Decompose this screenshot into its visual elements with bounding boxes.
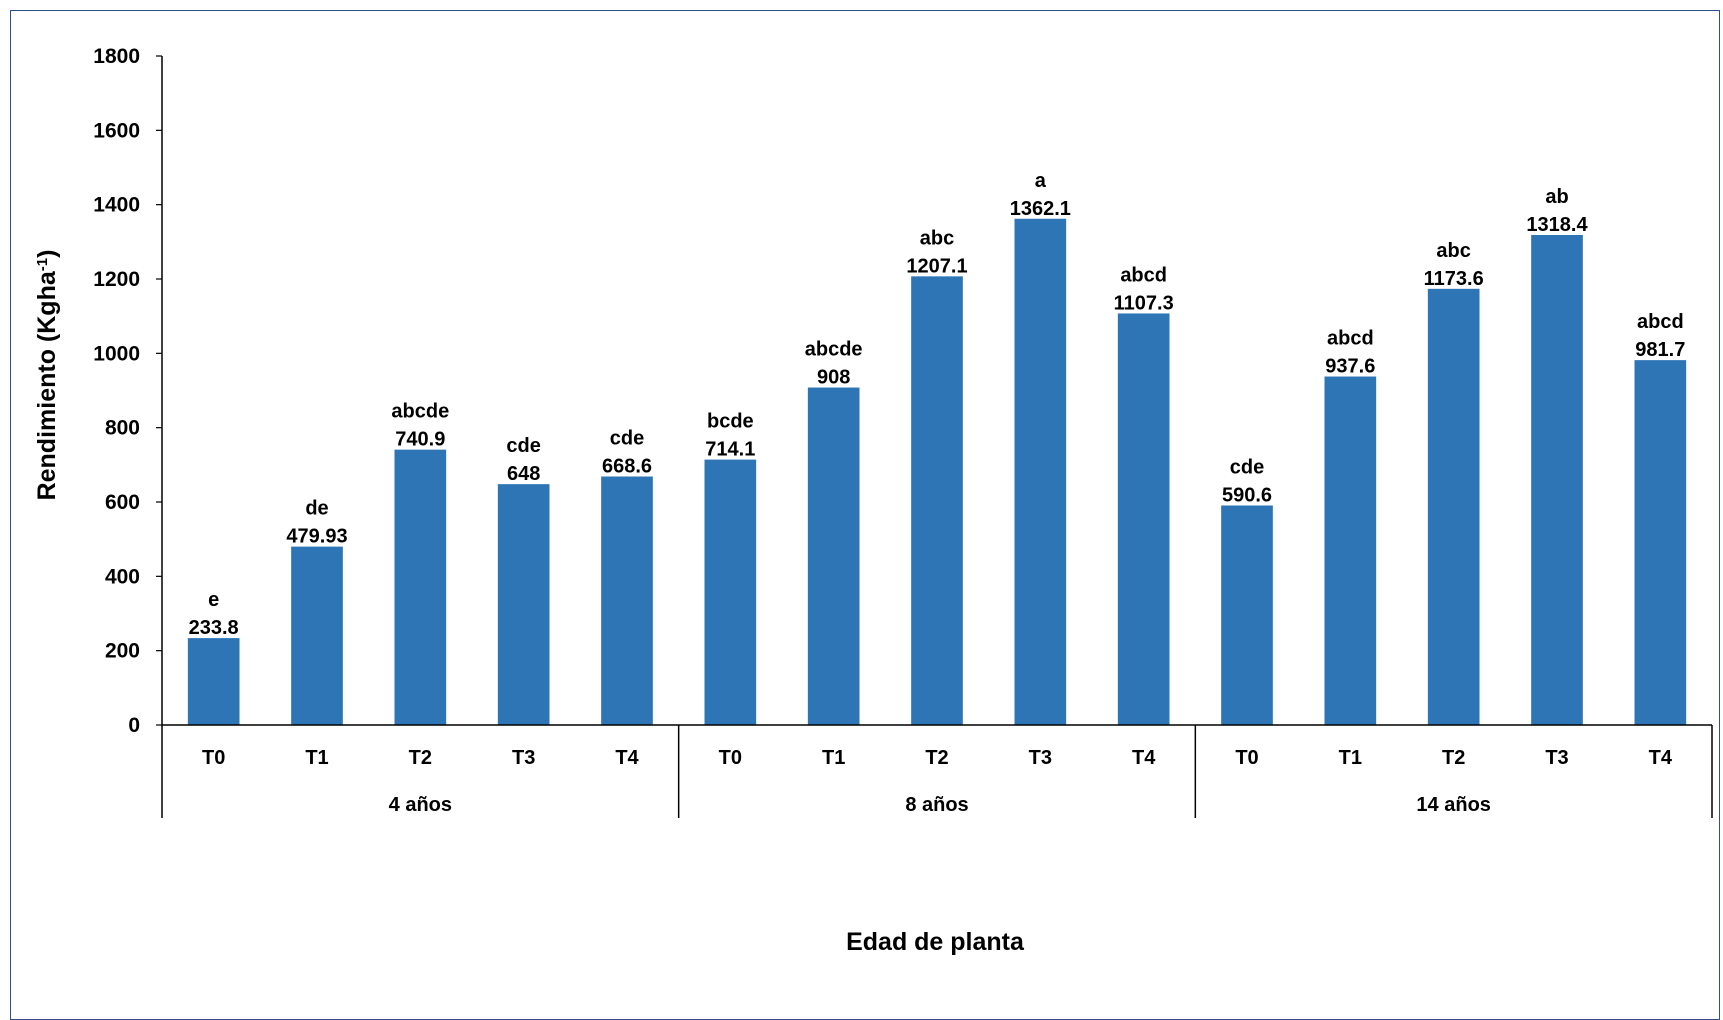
bar [704, 459, 757, 725]
x-tick-label: T3 [512, 747, 535, 769]
x-tick-label: T1 [1339, 747, 1362, 769]
y-axis-title-close: ) [33, 250, 61, 258]
y-tick-label: 200 [105, 640, 140, 663]
y-tick-label: 400 [105, 565, 140, 588]
x-tick-label: T2 [409, 747, 432, 769]
x-tick-label: T0 [1235, 747, 1258, 769]
bar-value-label: 714.1 [705, 439, 755, 461]
x-tick-label: T0 [202, 747, 225, 769]
bar-value-label: 233.8 [189, 617, 239, 639]
y-tick-label: 1200 [93, 268, 140, 291]
bar [911, 276, 963, 725]
bar-value-label: 668.6 [602, 456, 652, 478]
bar-significance-letters: bcde [707, 411, 754, 433]
bar-value-label: 648 [507, 463, 540, 485]
x-axis: T0 T1 T2 T3 T4 4 años T0 T1 T2 T3 T4 8 años T0 T1 T2 T3… [161, 724, 1713, 818]
y-tick-label: 800 [105, 417, 140, 440]
bar [1427, 288, 1480, 725]
y-tick-label: 1400 [93, 194, 140, 217]
y-tick-label: 0 [128, 714, 140, 737]
bar-value-label: 937.6 [1325, 356, 1375, 378]
group-label: 8 años [905, 794, 968, 816]
bar-value-label: 1173.6 [1424, 268, 1484, 290]
bar [1634, 360, 1687, 725]
bar-value-label: 1362.1 [1010, 198, 1071, 220]
bar-significance-letters: a [1035, 170, 1047, 192]
bar-value-label: 590.6 [1222, 484, 1272, 506]
bar [1324, 376, 1377, 725]
x-tick-label: T0 [719, 747, 742, 769]
bar-value-label: 479.93 [286, 526, 347, 548]
y-axis-title-superscript: -1 [34, 258, 51, 271]
bar-significance-letters: cde [610, 428, 644, 450]
x-tick-label: T1 [305, 747, 328, 769]
bar [497, 484, 550, 725]
y-axis: 0 200 400 600 800 1000 1200 1400 1600 1800 [93, 45, 163, 737]
bar [1014, 218, 1067, 725]
x-tick-label: T4 [1132, 747, 1156, 769]
bar [291, 546, 343, 725]
bar [601, 476, 653, 725]
bar [187, 638, 240, 725]
group-label: 4 años [389, 794, 452, 816]
bar-significance-letters: ab [1545, 186, 1568, 208]
bar-value-label: 1207.1 [906, 255, 967, 277]
bar-value-label: 1107.3 [1114, 292, 1174, 314]
y-tick-label: 1800 [93, 45, 140, 68]
bar [1531, 234, 1583, 725]
bar-value-label: 908 [817, 367, 850, 389]
y-tick-label: 1000 [93, 342, 140, 365]
x-tick-label: T3 [1545, 747, 1568, 769]
bar-significance-letters: e [208, 589, 219, 611]
bar-significance-letters: abcd [1637, 311, 1684, 333]
y-tick-label: 1600 [93, 119, 140, 142]
bar-significance-letters: abcde [391, 401, 449, 423]
bar [394, 449, 447, 725]
group-label: 14 años [1416, 794, 1490, 816]
bar [1117, 313, 1170, 725]
bar-significance-letters: abc [920, 227, 954, 249]
x-tick-label: T3 [1029, 747, 1052, 769]
y-axis-title-main: Rendimiento (Kgha [33, 270, 61, 500]
x-tick-label: T4 [1649, 747, 1673, 769]
bars-layer: 233.8e479.93de740.9abcde648cde668.6cde71… [187, 170, 1687, 725]
y-tick-label: 600 [105, 491, 140, 514]
bar-value-label: 981.7 [1635, 339, 1685, 361]
y-axis-title: Rendimiento (Kgha-1) [33, 250, 61, 501]
bar-significance-letters: abcd [1327, 328, 1374, 350]
bar-value-label: 1318.4 [1526, 214, 1588, 236]
bar [1221, 505, 1273, 725]
x-tick-label: T2 [1442, 747, 1465, 769]
bar-significance-letters: abcde [805, 339, 863, 361]
bar-significance-letters: cde [1230, 456, 1264, 478]
x-tick-label: T4 [615, 747, 639, 769]
x-tick-label: T1 [822, 747, 845, 769]
bar [807, 387, 860, 725]
bar-chart: 0 200 400 600 800 1000 1200 1400 1600 1800 233.8 e… [33, 45, 1713, 956]
bar-significance-letters: abcd [1120, 264, 1167, 286]
x-tick-label: T2 [925, 747, 948, 769]
bar-significance-letters: de [305, 498, 328, 520]
x-axis-title: Edad de planta [846, 928, 1025, 956]
bar-value-label: 740.9 [395, 429, 445, 451]
bar-significance-letters: abc [1436, 240, 1470, 262]
bar-significance-letters: cde [506, 435, 540, 457]
